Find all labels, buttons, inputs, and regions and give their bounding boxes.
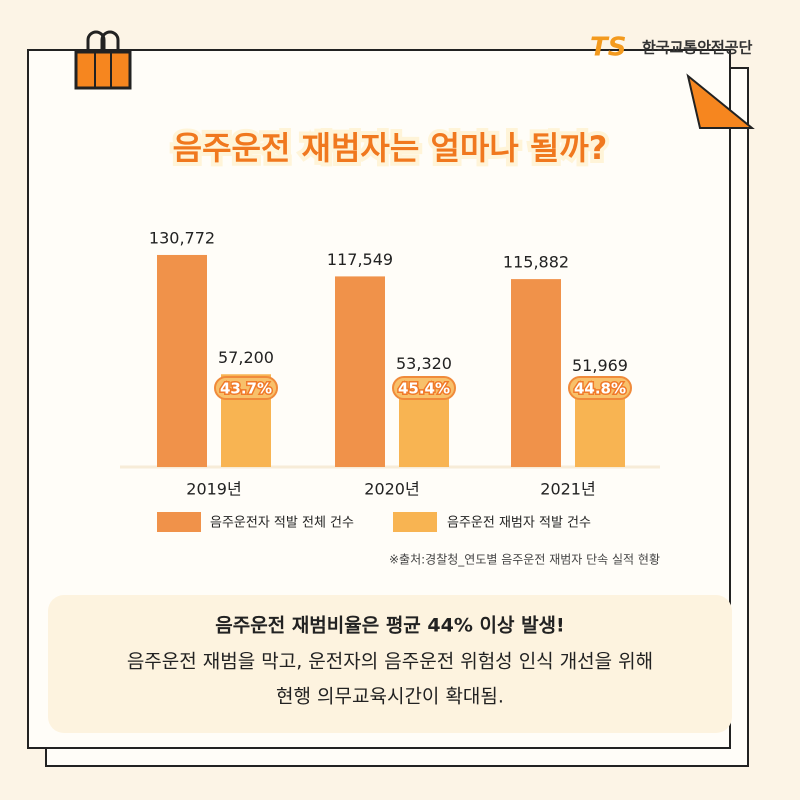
ratio-pill (568, 376, 632, 400)
ratio-label: 45.4% (398, 380, 450, 398)
bar (157, 254, 207, 467)
value-label: 53,320 (396, 354, 452, 373)
summary-line: 음주운전 재범을 막고, 운전자의 음주운전 위험성 인식 개선을 위해 (127, 651, 653, 673)
x-tick-label: 2021년 (540, 480, 595, 499)
legend-label: 음주운전 재범자 적발 건수 (447, 516, 591, 531)
value-label: 57,200 (218, 348, 274, 367)
value-label: 130,772 (149, 228, 215, 247)
logo-mark: TS (590, 33, 626, 63)
logo-name: 한국교통안전공단 (642, 39, 753, 57)
legend-swatch (393, 512, 437, 532)
value-label: 51,969 (572, 356, 628, 375)
source: ※출처:경찰청_연도별 음주운전 재범자 단속 실적 현황 (389, 553, 660, 567)
value-label: 115,882 (503, 253, 569, 272)
summary-box (48, 595, 732, 733)
summary-headline: 음주운전 재범비율은 평균 44% 이상 발생! (215, 615, 564, 637)
bar (511, 279, 561, 467)
chart-title: 음주운전 재범자는 얼마나 될까? (173, 129, 608, 167)
summary-line: 현행 의무교육시간이 확대됨. (276, 686, 504, 708)
ratio-label: 43.7% (220, 380, 272, 398)
x-tick-label: 2019년 (186, 480, 241, 499)
x-tick-label: 2020년 (364, 480, 419, 499)
bag-icon (74, 30, 132, 90)
value-label: 117,549 (327, 250, 393, 269)
bar (335, 276, 385, 467)
ratio-pill (392, 376, 456, 400)
ratio-pill (214, 376, 278, 400)
legend-swatch (157, 512, 201, 532)
ratio-label: 44.8% (574, 380, 626, 398)
corner-fold (686, 73, 755, 129)
legend-label: 음주운전자 적발 전체 건수 (210, 516, 354, 531)
